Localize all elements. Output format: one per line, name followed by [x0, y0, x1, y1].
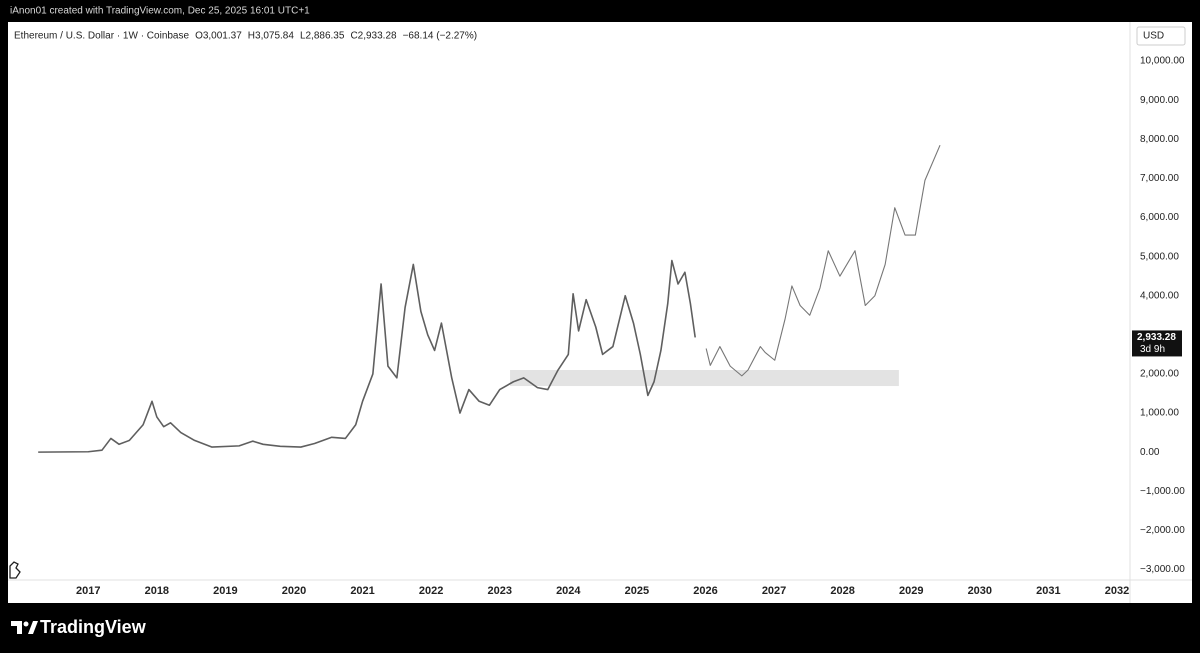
y-tick-label: 4,000.00 — [1140, 290, 1179, 301]
currency: USD — [1143, 31, 1164, 42]
x-tick-label: 2026 — [693, 585, 717, 597]
x-tick-label: 2024 — [556, 585, 581, 597]
y-tick-label: 10,000.00 — [1140, 56, 1185, 67]
y-tick-label: 1,000.00 — [1140, 408, 1179, 419]
last-price: 2,933.28 — [1137, 332, 1176, 343]
y-tick-label: 5,000.00 — [1140, 251, 1179, 262]
x-tick-label: 2017 — [76, 585, 100, 597]
ohlc-value: H3,075.84 — [248, 31, 295, 42]
x-tick-label: 2018 — [145, 585, 169, 597]
y-tick-label: 0.00 — [1140, 447, 1160, 458]
y-tick-label: −2,000.00 — [1140, 525, 1185, 536]
ohlc-value: −68.14 (−2.27%) — [403, 31, 478, 42]
top-bar: iAnon01 created with TradingView.com, De… — [10, 6, 310, 17]
ohlc-value: L2,886.35 — [300, 31, 345, 42]
logo-shape — [28, 621, 38, 634]
price-line — [705, 144, 941, 377]
brand-logo — [11, 621, 38, 634]
x-tick-label: 2030 — [968, 585, 992, 597]
x-tick-label: 2025 — [625, 585, 649, 597]
chart-panel — [8, 22, 1192, 603]
x-tick-label: 2029 — [899, 585, 923, 597]
x-tick-label: 2023 — [487, 585, 511, 597]
x-tick-label: 2021 — [350, 585, 374, 597]
price-line — [38, 259, 696, 453]
y-tick-label: 6,000.00 — [1140, 212, 1179, 223]
y-tick-label: 7,000.00 — [1140, 173, 1179, 184]
drawing-tool-icon[interactable] — [9, 561, 21, 579]
y-tick-label: −3,000.00 — [1140, 564, 1185, 575]
x-tick-label: 2020 — [282, 585, 306, 597]
countdown: 3d 9h — [1140, 344, 1165, 355]
y-tick-label: 8,000.00 — [1140, 134, 1179, 145]
x-tick-label: 2032 — [1105, 585, 1129, 597]
x-tick-label: 2027 — [762, 585, 786, 597]
x-tick-label: 2028 — [830, 585, 854, 597]
x-tick-label: 2019 — [213, 585, 237, 597]
y-tick-label: −1,000.00 — [1140, 486, 1185, 497]
ohlc-value: O3,001.37 — [195, 31, 242, 42]
logo-dot — [23, 621, 29, 627]
last-price-box — [1132, 330, 1182, 357]
brand: TradingView — [40, 617, 147, 637]
x-tick-label: 2031 — [1036, 585, 1060, 597]
logo-shape — [11, 621, 22, 634]
currency-box[interactable] — [1136, 26, 1186, 46]
y-tick-label: 9,000.00 — [1140, 95, 1179, 106]
support-zone — [510, 370, 899, 387]
x-tick-label: 2022 — [419, 585, 443, 597]
symbol: Ethereum / U.S. Dollar · 1W · Coinbase — [14, 31, 189, 42]
ohlc-value: C2,933.28 — [350, 31, 397, 42]
y-tick-label: 2,000.00 — [1140, 369, 1179, 380]
